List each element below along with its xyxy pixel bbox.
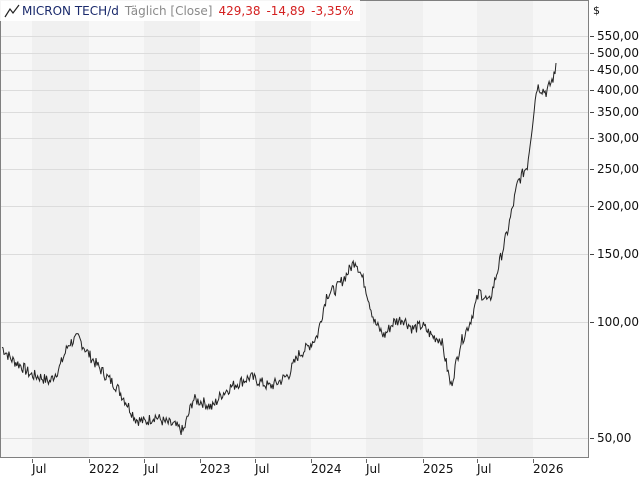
price-change-pct: -3,35% [311, 3, 354, 18]
x-tick-label: Jul [366, 462, 381, 476]
x-tick-label: Jul [32, 462, 47, 476]
x-tick-label: Jul [144, 462, 159, 476]
x-tick-label: Jul [255, 462, 270, 476]
y-tick-label: 50,00 [597, 431, 632, 445]
y-tick-label: 200,00 [597, 199, 639, 213]
y-axis-ticks [590, 36, 594, 439]
x-tick-label: 2025 [423, 462, 454, 476]
x-tick-label: 2022 [89, 462, 120, 476]
y-tick-label: 250,00 [597, 162, 639, 176]
x-tick-label: 2024 [311, 462, 342, 476]
x-tick-label: 2026 [533, 462, 564, 476]
half-year-bands [32, 0, 533, 458]
y-tick-label: 150,00 [597, 247, 639, 261]
currency-label: $ [593, 4, 600, 17]
price-line [1, 62, 557, 435]
y-tick-label: 350,00 [597, 105, 639, 119]
y-tick-label: 500,00 [597, 46, 639, 60]
frequency-label: Täglich [Close] [124, 3, 213, 18]
y-tick-label: 450,00 [597, 63, 639, 77]
gridlines [0, 36, 588, 439]
last-price: 429,38 [218, 3, 261, 18]
price-change: -14,89 [266, 3, 306, 18]
y-tick-label: 100,00 [597, 315, 639, 329]
y-tick-label: 300,00 [597, 131, 639, 145]
instrument-name: MICRON TECH/d [22, 3, 119, 18]
x-axis-ticks [32, 459, 534, 463]
x-tick-label: 2023 [200, 462, 231, 476]
y-tick-label: 400,00 [597, 83, 639, 97]
line-chart-icon [4, 4, 20, 17]
x-tick-label: Jul [477, 462, 492, 476]
y-tick-label: 550,00 [597, 29, 639, 43]
chart-legend: MICRON TECH/d Täglich [Close] 429,38 -14… [0, 0, 360, 21]
